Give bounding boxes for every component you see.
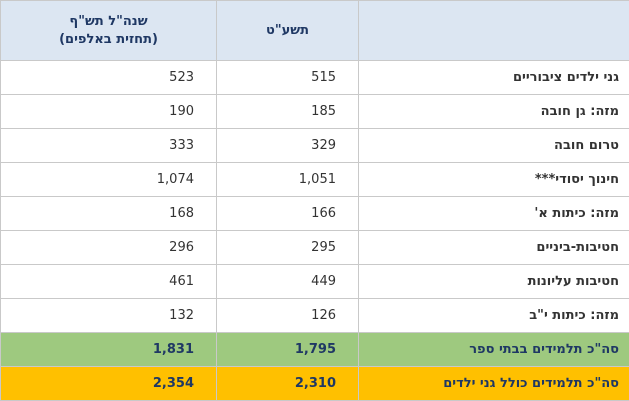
table-row: 1,074 1,051 חינוך יסודי***: [0, 162, 629, 197]
table-row: 132 126 מזה: כיתות י"ב: [0, 298, 629, 333]
table-row: 190 185 מזה: גן חובה: [0, 94, 629, 129]
total-schools-future: 1,831: [0, 332, 217, 367]
total-schools-current: 1,795: [216, 332, 359, 367]
cell-current: 185: [216, 94, 359, 129]
cell-future: 132: [0, 298, 217, 333]
cell-future: 190: [0, 94, 217, 129]
cell-label: מזה: כיתות א': [358, 196, 629, 231]
header-future-subtitle: (תחזית באלפים): [59, 31, 158, 47]
cell-current: 166: [216, 196, 359, 231]
cell-future: 1,074: [0, 162, 217, 197]
cell-label: מזה: גן חובה: [358, 94, 629, 129]
cell-label: חטיבות עליונות: [358, 264, 629, 299]
table-row: 333 329 טרום חובה: [0, 128, 629, 163]
cell-future: 168: [0, 196, 217, 231]
table-row: 296 295 חטיבות-ביניים: [0, 230, 629, 265]
table-row: 461 449 חטיבות עליונות: [0, 264, 629, 299]
header-label-column: [358, 0, 629, 61]
cell-future: 333: [0, 128, 217, 163]
cell-current: 295: [216, 230, 359, 265]
cell-label: טרום חובה: [358, 128, 629, 163]
cell-future: 461: [0, 264, 217, 299]
total-all-future: 2,354: [0, 366, 217, 401]
cell-current: 515: [216, 60, 359, 95]
total-schools-row: 1,831 1,795 סה"כ תלמידים בבתי ספר: [0, 332, 629, 367]
total-all-label: סה"כ תלמידים כולל גני ילדים: [358, 366, 629, 401]
header-future-year: שנה"ל תש"ף (תחזית באלפים): [0, 0, 217, 61]
table-row: 168 166 מזה: כיתות א': [0, 196, 629, 231]
cell-current: 1,051: [216, 162, 359, 197]
header-current-year: תשע"ט: [216, 0, 359, 61]
table-header-row: שנה"ל תש"ף (תחזית באלפים) תשע"ט: [0, 0, 629, 61]
header-future-title: שנה"ל תש"ף: [69, 13, 148, 29]
total-all-current: 2,310: [216, 366, 359, 401]
table-row: 523 515 גני ילדים ציבוריים: [0, 60, 629, 95]
total-schools-label: סה"כ תלמידים בבתי ספר: [358, 332, 629, 367]
cell-label: גני ילדים ציבוריים: [358, 60, 629, 95]
cell-future: 296: [0, 230, 217, 265]
cell-current: 126: [216, 298, 359, 333]
cell-label: חטיבות-ביניים: [358, 230, 629, 265]
cell-label: חינוך יסודי***: [358, 162, 629, 197]
cell-label: מזה: כיתות י"ב: [358, 298, 629, 333]
cell-future: 523: [0, 60, 217, 95]
cell-current: 329: [216, 128, 359, 163]
cell-current: 449: [216, 264, 359, 299]
total-all-row: 2,354 2,310 סה"כ תלמידים כולל גני ילדים: [0, 366, 629, 401]
